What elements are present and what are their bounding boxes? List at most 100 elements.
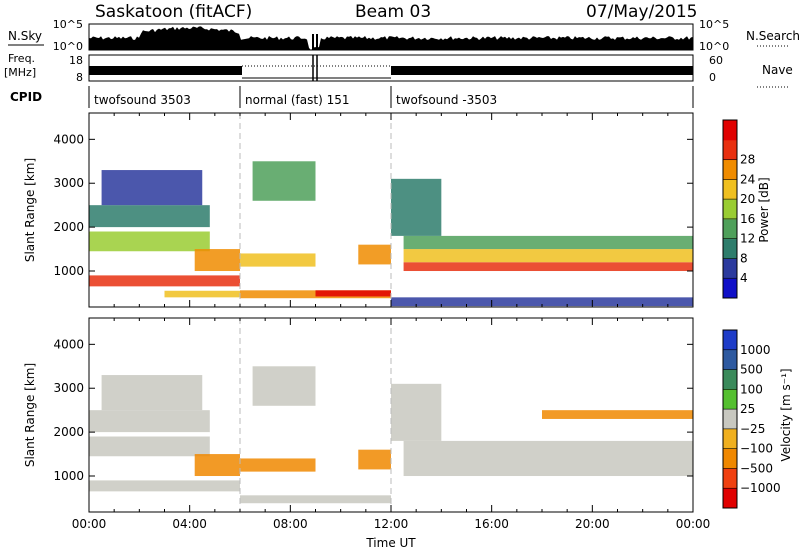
colorbar-swatch [723,218,737,240]
nave-bottom: 0 [709,71,716,84]
power-cbar-label: Power [dB] [757,177,771,242]
nsky-bottom: 10^0 [53,40,83,53]
echo-band [542,410,693,419]
velocity-axes: 1000 2000 3000 4000 00:00 04:00 08:00 12:00 16:0… [53,318,710,531]
x-tick-label: 08:00 [273,517,308,531]
velocity-ylabel: Slant Range [km] [23,363,37,467]
freq-top: 18 [69,54,83,67]
colorbar-swatch [723,278,737,299]
colorbar-swatch [723,258,737,279]
freq-label-1: Freq. [8,52,35,65]
echo-band [240,253,316,267]
x-tick-label: 04:00 [172,517,207,531]
colorbar-swatch [723,468,737,489]
echo-band [391,383,442,441]
colorbar-tick-label: 4 [740,271,748,285]
colorbar-tick-label: −1000 [740,481,781,495]
velocity-cbar-label: Velocity [m s⁻¹] [779,368,793,461]
colorbar-swatch [723,428,737,450]
echo-band [89,231,210,252]
y-tick-label: 1000 [53,469,84,483]
colorbar-swatch [723,120,737,141]
echo-band [164,290,240,298]
nsky-top: 10^5 [53,18,83,31]
colorbar-tick-label: 24 [740,172,755,186]
y-tick-label: 4000 [53,337,84,351]
echo-band [240,495,391,504]
cpid-segment-label: twofsound 3503 [94,93,191,107]
colorbar-swatch [723,369,737,390]
nsky-trace [89,26,693,51]
nave-label: Nave [762,63,793,77]
echo-band [89,436,210,457]
xaxis-label: Time UT [365,536,416,550]
echo-band [101,170,203,206]
nsearch-label: N.Search [746,29,800,43]
echo-band [391,297,693,307]
echo-band [403,235,693,250]
colorbar-swatch [723,389,737,410]
echo-band [315,290,391,297]
power-ylabel: Slant Range [km] [23,158,37,262]
colorbar-swatch [723,199,737,220]
nave-top: 60 [709,54,723,67]
echo-band [194,454,240,477]
velocity-marks [89,318,693,512]
echo-band [252,161,316,201]
echo-band [403,440,693,477]
echo-band [101,375,203,411]
beam-title: Beam 03 [355,2,431,22]
cpid-strip: twofsound 3503 normal (fast) 151 twofsound… [88,86,694,108]
nsearch-top: 10^5 [699,18,729,31]
x-tick-label: 00:00 [676,517,711,531]
y-tick-label: 2000 [53,220,84,234]
colorbar-frame [722,329,738,509]
colorbar-swatch [723,349,737,371]
colorbar-swatch [723,159,737,180]
colorbar-tick-label: −25 [740,422,765,436]
power-marks [89,113,693,307]
colorbar-tick-label: −100 [740,442,773,456]
colorbar-swatch [723,238,737,259]
echo-band [89,205,210,228]
freq-label-2: [MHz] [4,66,36,79]
echo-band [403,262,693,272]
y-tick-label: 4000 [53,132,84,146]
echo-band [252,366,316,406]
colorbar-tick-label: 12 [740,232,755,246]
y-tick-label: 3000 [53,381,84,395]
colorbar-swatch [723,488,737,509]
colorbar-tick-label: 20 [740,192,755,206]
colorbar-tick-label: 16 [740,212,755,226]
echo-band [403,249,693,263]
colorbar-tick-label: 28 [740,153,755,167]
x-tick-label: 20:00 [575,517,610,531]
echo-band [89,480,240,492]
echo-band [240,458,316,472]
cpid-segment-label: normal (fast) 151 [245,93,349,107]
x-tick-label: 00:00 [72,517,107,531]
nsky-strip [88,23,694,51]
x-tick-label: 16:00 [474,517,509,531]
colorbar-swatch [723,409,737,430]
colorbar-frame [722,119,738,299]
colorbar-tick-label: 500 [740,363,763,377]
colorbar-tick-label: 1000 [740,343,771,357]
colorbar-tick-label: −500 [740,461,773,475]
echo-band [194,249,240,272]
y-tick-label: 3000 [53,176,84,190]
echo-band [358,244,391,265]
echo-band [358,449,391,470]
colorbar-swatch [723,448,737,469]
station-title: Saskatoon (fitACF) [95,2,252,22]
nsky-label: N.Sky [8,29,42,43]
echo-band [89,410,210,433]
cpid-segment-label: twofsound -3503 [396,93,497,107]
power-colorbar: 4 8 12 16 20 24 28 [722,119,755,299]
colorbar-tick-label: 25 [740,402,755,416]
power-axes: 1000 2000 3000 4000 [53,113,694,307]
date-title: 07/May/2015 [586,2,698,22]
velocity-colorbar: 1000 500 100 25 −25 −100 −500 −1000 [722,329,781,509]
echo-band [89,275,240,287]
